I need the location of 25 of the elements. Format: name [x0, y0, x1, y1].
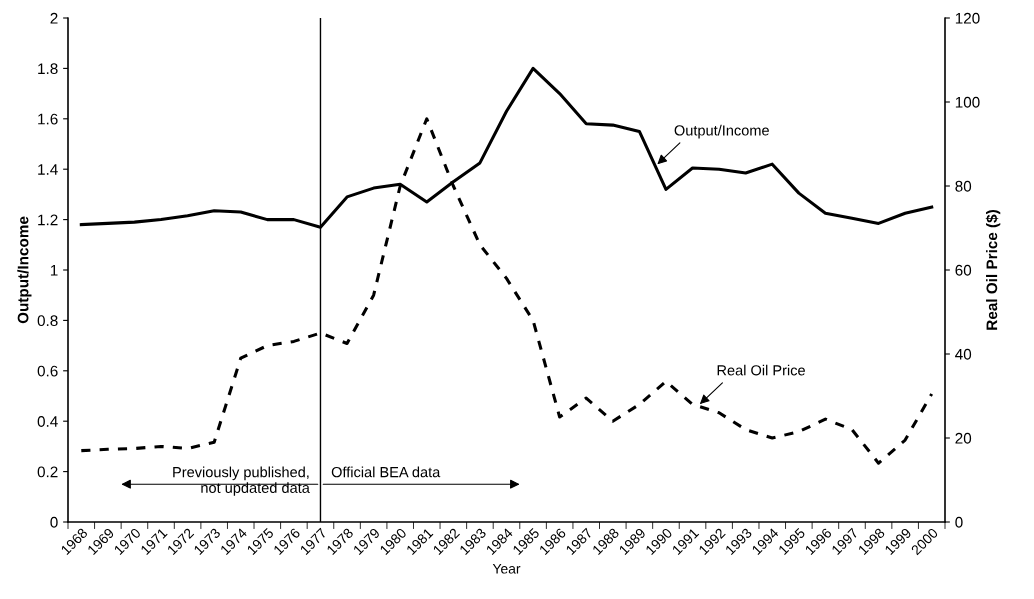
y-tick-label: 0.4 — [37, 416, 58, 427]
y-tick-label: 2 — [50, 12, 58, 24]
y-tick-label: 0.2 — [37, 466, 58, 478]
y-axis-title: Output/Income — [17, 216, 32, 324]
annotation: Previously published, not updated data — [173, 466, 310, 496]
y2-axis-title: Real Oil Price ($) — [985, 210, 1001, 330]
y2-tick-label: 100 — [955, 96, 980, 108]
y-tick-label: 1.8 — [38, 63, 58, 75]
y-tick-label: 0.6 — [37, 365, 58, 377]
y2-tick-label: 80 — [955, 180, 972, 192]
annotation: Official BEA data — [331, 466, 441, 478]
y2-tick-label: 40 — [955, 348, 972, 360]
y-tick-label: 1 — [50, 265, 58, 276]
y-tick-label: 1.2 — [38, 214, 58, 226]
y2-tick-label: 20 — [955, 432, 972, 444]
x-axis-title: Year — [492, 563, 521, 574]
text: Real Oil Price — [717, 364, 805, 376]
series-label: Output/Income — [674, 124, 769, 139]
y-tick-label: 1.6 — [38, 113, 58, 125]
y2-tick-label: 60 — [955, 264, 972, 276]
y-tick-label: 0 — [50, 516, 58, 528]
y2-tick-label: 0 — [955, 516, 963, 528]
y2-tick-label: 120 — [955, 12, 980, 24]
y-tick-label: 0.8 — [37, 315, 58, 327]
y-tick-label: 1.4 — [38, 164, 58, 175]
